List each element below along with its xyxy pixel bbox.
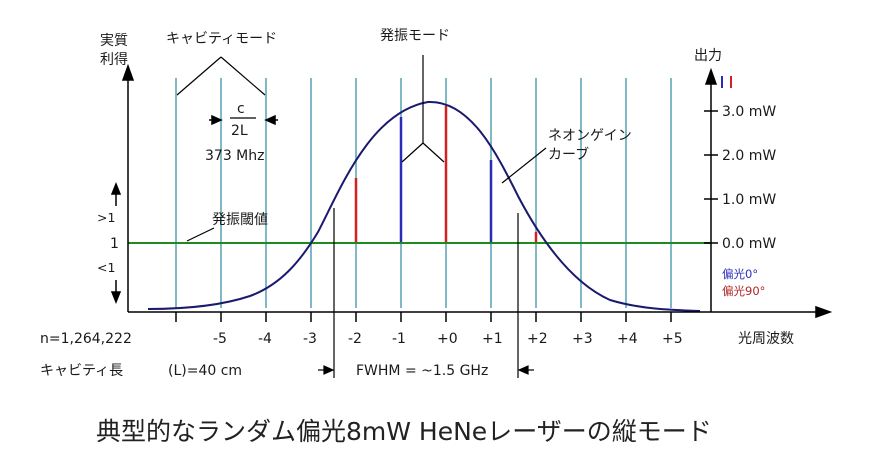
cavity-length-value: (L)=40 cm bbox=[168, 363, 242, 379]
mode-number: -4 bbox=[258, 331, 272, 347]
legend-polarization-90: 偏光90° bbox=[722, 284, 765, 298]
threshold-label: 発振閾値 bbox=[212, 212, 268, 228]
gain-one: 1 bbox=[110, 236, 119, 252]
right-axis-tick-0mw: 0.0 mW bbox=[722, 236, 776, 252]
mode-number: +5 bbox=[662, 331, 683, 347]
mode-numbers: -5 -4 -3 -2 -1 +0 +1 +2 +3 +4 +5 bbox=[213, 331, 683, 347]
mode-number: -2 bbox=[348, 331, 362, 347]
gain-curve-label-line2: カーブ bbox=[548, 146, 589, 163]
threshold-pointer bbox=[186, 227, 215, 242]
mode-number: -5 bbox=[213, 331, 227, 347]
gain-down-arrow bbox=[110, 280, 122, 305]
left-axis-title-line1: 実質 bbox=[100, 33, 128, 49]
mode-number: +2 bbox=[527, 331, 548, 347]
neon-gain-curve bbox=[147, 100, 701, 312]
gain-less-than-one: <1 bbox=[97, 260, 115, 275]
oscillation-modes-pointer bbox=[401, 55, 445, 163]
x-axis-label: 光周波数 bbox=[738, 331, 794, 347]
right-axis-tick-3mw: 3.0 mW bbox=[722, 104, 776, 120]
mode-number: +4 bbox=[617, 331, 638, 347]
axes bbox=[121, 63, 833, 322]
right-axis-title: 出力 bbox=[694, 48, 722, 64]
mode-number: +1 bbox=[482, 331, 503, 347]
cavity-modes-pointer bbox=[176, 56, 266, 96]
mode-spacing-denominator: 2L bbox=[231, 123, 248, 139]
fwhm-label: FWHM = ~1.5 GHz bbox=[356, 363, 488, 379]
right-axis-tick-2mw: 2.0 mW bbox=[722, 148, 776, 164]
legend-polarization-0: 偏光0° bbox=[722, 267, 758, 281]
fwhm-markers bbox=[318, 208, 534, 378]
mode-number: -1 bbox=[392, 331, 406, 347]
gain-curve-label-line1: ネオンゲイン bbox=[548, 128, 632, 144]
cavity-length-label: キャビティ長 bbox=[40, 363, 123, 379]
mode-number: +3 bbox=[572, 331, 593, 347]
mode-number: +0 bbox=[437, 331, 458, 347]
mode-number: -3 bbox=[303, 331, 317, 347]
right-axis-tick-1mw: 1.0 mW bbox=[722, 192, 776, 208]
mode-spacing-numerator: c bbox=[237, 101, 245, 117]
gain-curve-pointer bbox=[501, 147, 547, 184]
gain-greater-than-one: >1 bbox=[97, 210, 115, 225]
left-axis-title-line2: 利得 bbox=[100, 51, 128, 68]
oscillation-modes-label: 発振モード bbox=[380, 28, 450, 44]
diagram-caption: 典型的なランダム偏光8mW HeNeレーザーの縦モード bbox=[96, 417, 712, 446]
mode-spacing-arrows bbox=[209, 114, 278, 126]
mode-index-label: n=1,264,222 bbox=[40, 331, 132, 347]
gain-up-arrow bbox=[110, 181, 122, 206]
mode-spacing-value: 373 Mhz bbox=[205, 148, 264, 164]
cavity-modes-label: キャビティモード bbox=[166, 31, 277, 47]
